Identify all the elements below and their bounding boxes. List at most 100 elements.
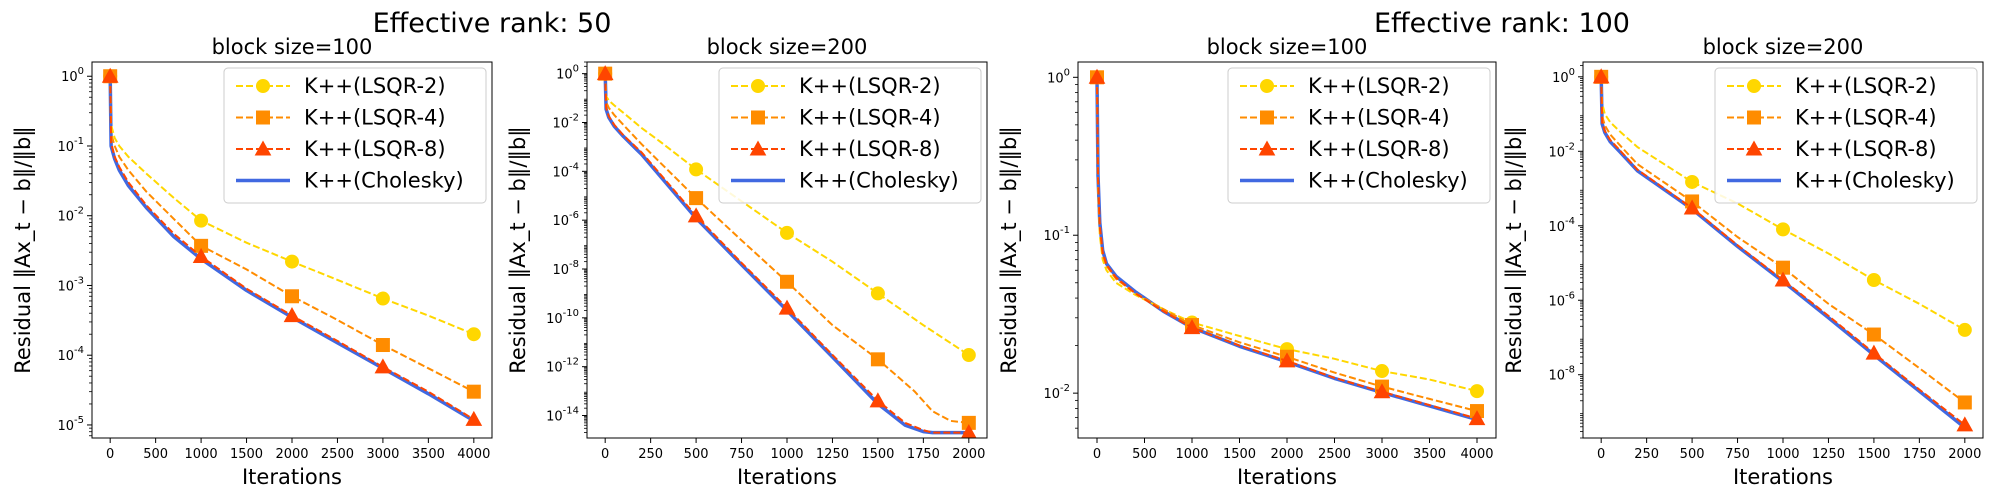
series-marker-lsqr-8 (374, 358, 392, 374)
y-axis-label: Residual ‖Ax_t − b‖/‖b‖ (11, 126, 36, 374)
x-tick-label: 1000 (185, 447, 218, 462)
series-marker-lsqr-2 (1957, 322, 1972, 337)
plot-frame (91, 61, 493, 439)
y-tick-label: 10-14 (546, 406, 579, 425)
series-marker-lsqr-8 (283, 307, 301, 323)
legend-label-lsqr-4: K++(LSQR-4) (1795, 106, 1937, 130)
x-axis-label: Iterations (737, 465, 837, 489)
series-marker-lsqr-8 (1183, 319, 1201, 335)
series-line-lsqr-8 (109, 76, 475, 421)
legend-label-lsqr-2: K++(LSQR-2) (1795, 74, 1937, 98)
y-tick-label: 10-5 (57, 415, 84, 434)
x-tick-label: 2000 (275, 447, 308, 462)
y-tick-label: 100 (1552, 67, 1575, 86)
x-tick-label: 1000 (770, 447, 803, 462)
y-tick-label: 10-1 (57, 136, 84, 155)
chart-title: block size=100 (212, 35, 373, 59)
series-marker-lsqr-8 (101, 67, 119, 83)
series-line-lsqr-4 (109, 76, 475, 393)
y-axis-label: Residual ‖Ax_t − b‖/‖b‖ (1502, 126, 1527, 374)
x-tick-label: 1000 (1766, 447, 1799, 462)
y-tick-label: 10-6 (552, 210, 579, 229)
chart-title: block size=200 (707, 35, 868, 59)
series-marker-lsqr-2 (780, 225, 794, 240)
legend-label-lsqr-4: K++(LSQR-4) (799, 106, 941, 130)
series-marker-lsqr-8 (1956, 416, 1974, 432)
legend-label-lsqr-2: K++(LSQR-2) (304, 74, 446, 98)
series-marker-lsqr-2 (1470, 384, 1484, 399)
chart-panel-1: block size=100 0 500 1000 1500 2000 2500 3000 35… (11, 35, 493, 489)
y-tick-label: 10-2 (57, 206, 84, 225)
x-tick-label: 4000 (457, 447, 490, 462)
series-marker-lsqr-8 (192, 247, 210, 264)
x-tick-label: 250 (1634, 447, 1659, 462)
legend-marker-lsqr-2 (751, 79, 765, 93)
legend-label-lsqr-8: K++(LSQR-8) (1308, 137, 1450, 161)
legend-marker-lsqr-8 (1745, 140, 1763, 156)
series-line-lsqr-2 (604, 73, 970, 356)
x-tick-label: 2500 (1318, 447, 1351, 462)
x-tick-label: 1500 (230, 447, 263, 462)
series-marker-lsqr-8 (1683, 199, 1701, 215)
legend-label-lsqr-2: K++(LSQR-2) (799, 74, 941, 98)
series-marker-lsqr-8 (1468, 410, 1486, 426)
y-tick-label: 10-1 (1043, 225, 1070, 244)
series-marker-lsqr-4 (1957, 395, 1972, 410)
legend-marker-lsqr-4 (1260, 110, 1274, 125)
plot-area (1088, 68, 1486, 426)
chart-panel-2: block size=200 0 250 500 750 1000 1250 1500 1750… (506, 35, 988, 489)
y-tick-label: 100 (61, 66, 84, 85)
legend: K++(LSQR-2) K++(LSQR-4) K++(LSQR-8) K++(Cho… (223, 67, 487, 204)
x-tick-label: 500 (1680, 447, 1705, 462)
chart-title: block size=100 (1207, 35, 1368, 59)
x-tick-label: 250 (638, 447, 663, 462)
x-tick-label: 0 (601, 447, 609, 462)
legend-label-lsqr-4: K++(LSQR-4) (304, 106, 446, 130)
x-axis-label: Iterations (1237, 465, 1337, 489)
x-tick-label: 0 (106, 447, 114, 462)
series-marker-lsqr-8 (1592, 68, 1610, 84)
plot-frame (586, 61, 988, 439)
x-tick-label: 1000 (1175, 447, 1208, 462)
legend-label-cholesky: K++(Cholesky) (1795, 169, 1955, 193)
plot-area (101, 67, 483, 426)
x-tick-label: 500 (143, 447, 168, 462)
series-marker-lsqr-4 (689, 191, 704, 206)
legend: K++(LSQR-2) K++(LSQR-4) K++(LSQR-8) K++(Cho… (1227, 67, 1491, 204)
plot-frame (1077, 61, 1497, 439)
series-marker-lsqr-8 (1088, 68, 1106, 84)
x-tick-label: 500 (684, 447, 709, 462)
x-tick-label: 3000 (1365, 447, 1398, 462)
legend-marker-lsqr-4 (751, 110, 765, 125)
y-tick-label: 100 (1047, 67, 1070, 86)
legend-label-cholesky: K++(Cholesky) (799, 169, 959, 193)
legend-box (1714, 67, 1978, 204)
y-tick-label: 10-10 (546, 308, 579, 327)
series-marker-lsqr-8 (1865, 344, 1883, 360)
series-line-lsqr-2 (109, 76, 475, 336)
y-tick-label: 10-4 (1548, 216, 1575, 235)
x-tick-label: 2000 (952, 447, 985, 462)
series-marker-lsqr-4 (375, 338, 390, 353)
x-tick-label: 0 (1597, 447, 1605, 462)
group-title-rank-50: Effective rank: 50 (373, 8, 612, 39)
series-marker-lsqr-4 (870, 352, 885, 367)
x-axis-label: Iterations (1733, 465, 1833, 489)
series-marker-lsqr-8 (1774, 271, 1792, 287)
x-tick-label: 1500 (861, 447, 894, 462)
legend-marker-lsqr-8 (749, 140, 767, 156)
chart-panels: block size=1000 500 1000 1500 2000 2500 3000 35… (11, 35, 1984, 489)
y-tick-label: 10-2 (1043, 383, 1070, 402)
legend-marker-lsqr-2 (1747, 79, 1761, 93)
legend-marker-lsqr-2 (1260, 79, 1274, 93)
y-axis-label: Residual ‖Ax_t − b‖/‖b‖ (997, 126, 1022, 374)
series-marker-lsqr-8 (1373, 383, 1391, 399)
x-tick-label: 3500 (412, 447, 445, 462)
chart-panel-3: block size=100 0 500 1000 1500 2000 2500 3000 35… (997, 35, 1497, 489)
series-marker-lsqr-4 (1866, 327, 1881, 342)
series-marker-lsqr-2 (961, 348, 976, 363)
series-marker-lsqr-8 (596, 65, 614, 81)
x-tick-label: 2000 (1270, 447, 1303, 462)
legend-marker-lsqr-4 (1747, 110, 1761, 125)
series-marker-lsqr-2 (466, 327, 481, 342)
